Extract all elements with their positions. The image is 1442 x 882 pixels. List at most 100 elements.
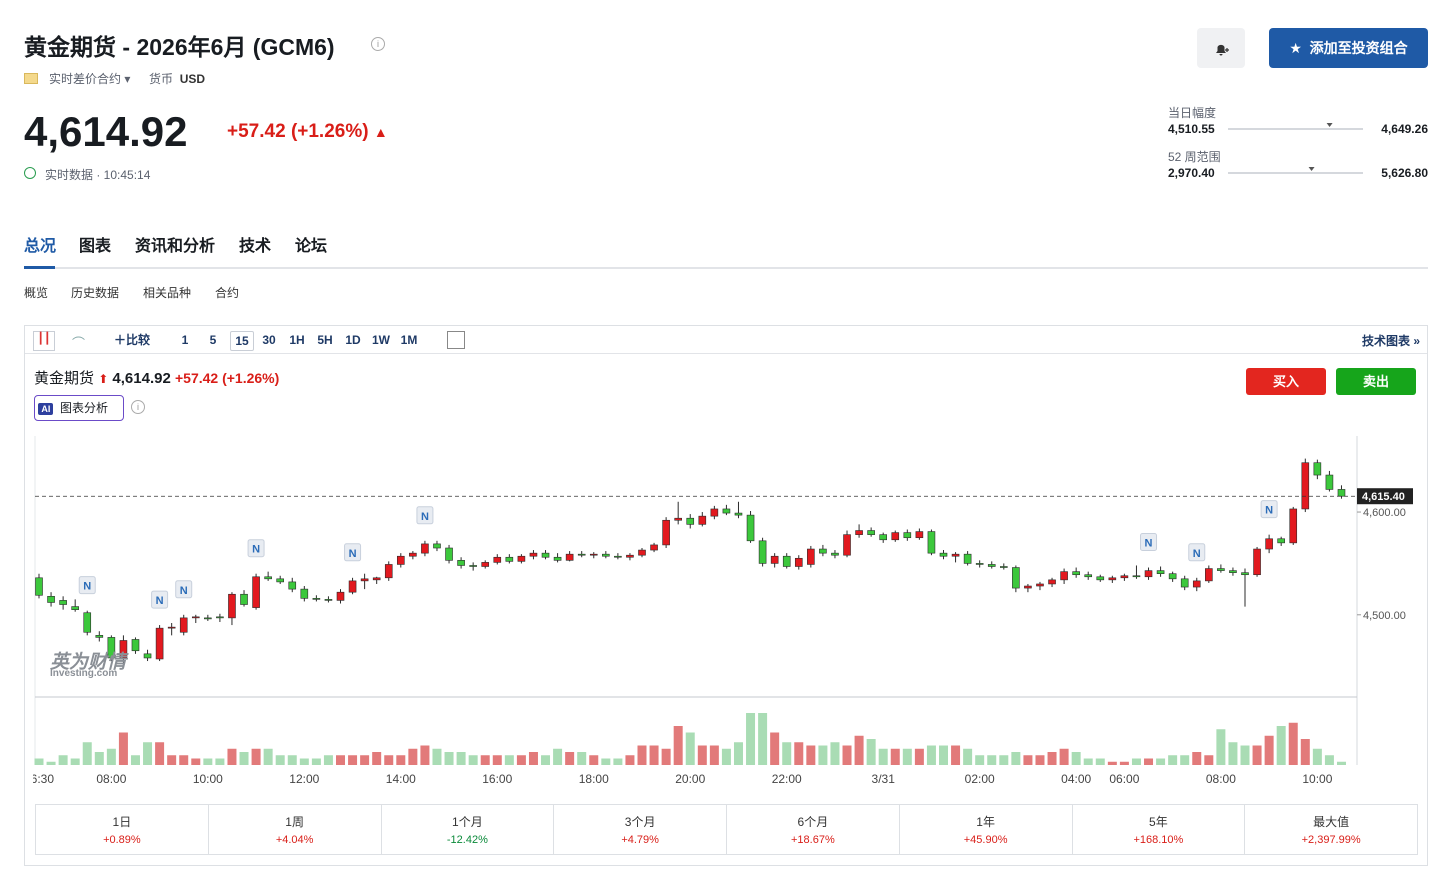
volume-bar [1252, 745, 1262, 765]
range-low: 4,510.55 [1168, 122, 1215, 136]
interval-button[interactable]: 5 [209, 333, 217, 347]
volume-bar [106, 748, 116, 765]
alert-button[interactable] [1197, 28, 1245, 68]
volume-bar [456, 752, 466, 765]
performance-cell[interactable]: 最大值 +2,397.99% [1244, 805, 1417, 854]
candle-body [999, 566, 1008, 568]
tab[interactable]: 图表 [79, 238, 112, 255]
candle-body [47, 595, 55, 603]
volume-bar [480, 755, 490, 765]
range-high: 5,626.80 [1381, 166, 1428, 180]
news-marker [1260, 500, 1278, 519]
candle-body [1144, 570, 1153, 578]
candle-body [481, 562, 490, 567]
candle-body [1325, 474, 1334, 490]
interval-button[interactable]: 1D [345, 333, 361, 347]
layout-button[interactable] [447, 331, 465, 349]
volume-bar [758, 713, 768, 765]
area-type-button[interactable]: ⌒ [72, 336, 86, 351]
performance-cell[interactable]: 1日 +0.89% [36, 805, 208, 854]
range-low: 2,970.40 [1168, 166, 1215, 180]
candle-body [939, 552, 948, 557]
candle-body [915, 531, 924, 539]
interval-button[interactable]: 1M [400, 333, 418, 347]
compare-button[interactable]: ＋比较 [114, 333, 151, 347]
candle-body [348, 580, 357, 593]
candle-body [1229, 570, 1237, 573]
tab[interactable]: 资讯和分析 [135, 238, 216, 255]
ai-badge: AI [38, 403, 54, 415]
performance-cell[interactable]: 3个月 +4.79% [553, 805, 726, 854]
performance-cell[interactable]: 6个月 +18.67% [726, 805, 899, 854]
performance-cell[interactable]: 5年 +168.10% [1071, 805, 1245, 854]
performance-cell[interactable]: 1个月 -12.42% [380, 805, 554, 854]
candle-body [602, 553, 610, 557]
subtab[interactable]: 合约 [215, 286, 240, 300]
volume-bar [251, 748, 261, 765]
volume-bar [565, 752, 575, 765]
performance-cell[interactable]: 1年 +45.90% [898, 805, 1072, 854]
tab[interactable]: 技术 [239, 238, 272, 255]
compare-label: 比较 [126, 333, 151, 347]
interval-button[interactable]: 30 [262, 333, 276, 347]
candle-body [409, 552, 417, 557]
interval-button[interactable]: 15 [230, 331, 254, 351]
volume-bar [975, 755, 985, 765]
info-icon[interactable]: i [371, 37, 385, 51]
candle-body [758, 540, 767, 564]
volume-bar [215, 758, 225, 765]
volume-bar [951, 745, 961, 765]
candle-body [541, 552, 550, 558]
candle-body [216, 616, 224, 619]
contract-type[interactable]: 实时差价合约 ▾ [49, 72, 131, 86]
tech-chart-link[interactable]: 技术图表 » [1361, 334, 1420, 348]
candle-body [662, 519, 670, 546]
candle-body [1084, 574, 1093, 578]
volume-bar [1047, 752, 1057, 765]
candle-type-button[interactable]: ┃┃ [33, 331, 55, 351]
candle-body [1289, 508, 1298, 544]
volume-bar [1264, 735, 1274, 765]
volume-bar [1324, 755, 1334, 765]
performance-cell[interactable]: 1周 +4.04% [207, 805, 381, 854]
interval-button[interactable]: 1H [289, 333, 305, 347]
change-value: +57.42 [227, 121, 286, 142]
chart-change: +57.42 (+1.26%) [175, 370, 279, 386]
buy-button[interactable]: 买入 [1246, 368, 1326, 395]
volume-bar [613, 758, 623, 765]
interval-button[interactable]: 5H [317, 333, 333, 347]
candle-body [819, 548, 827, 554]
ai-analysis-button[interactable]: AI 图表分析 [34, 395, 124, 421]
news-marker [247, 539, 265, 558]
tab[interactable]: 总况 [24, 238, 57, 255]
volume-bar [516, 755, 526, 765]
candle-body [831, 552, 839, 556]
subtab[interactable]: 概览 [24, 286, 49, 300]
sell-button[interactable]: 卖出 [1336, 368, 1416, 395]
volume-bar [685, 732, 695, 765]
volume-bar [589, 755, 599, 765]
subtab[interactable]: 历史数据 [71, 286, 120, 300]
candle-body [1180, 578, 1189, 588]
add-portfolio-button[interactable]: ★ 添加至投资组合 [1269, 28, 1428, 68]
x-tick-label: 12:00 [289, 772, 319, 786]
volume-bar [806, 745, 816, 765]
x-tick-label: 18:00 [579, 772, 609, 786]
volume-bar [275, 755, 285, 765]
candle-body [469, 565, 477, 567]
candle-body [167, 626, 176, 629]
y-tick-label: 4,600.00 [1363, 507, 1406, 519]
performance-table: 1日 +0.89% 1周 +4.04% 1个月 -12.42% 3个月 +4.79% 6个月 +1… [35, 804, 1418, 855]
candle-body [1217, 568, 1225, 571]
ai-info-icon[interactable]: i [131, 400, 145, 414]
candle-body [1156, 570, 1165, 574]
subtab[interactable]: 相关品种 [143, 286, 192, 300]
bell-icon [1216, 44, 1229, 56]
tab[interactable]: 论坛 [295, 238, 328, 255]
volume-bar [58, 755, 68, 765]
interval-button[interactable]: 1 [181, 333, 189, 347]
candle-body [553, 556, 562, 561]
last-price-box [1357, 488, 1413, 505]
interval-button[interactable]: 1W [372, 333, 390, 347]
candle-body [927, 531, 936, 554]
